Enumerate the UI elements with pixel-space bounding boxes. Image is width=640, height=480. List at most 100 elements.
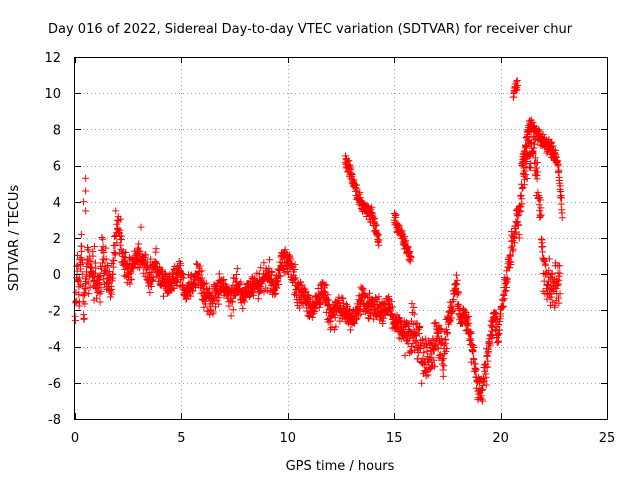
data-point	[375, 236, 383, 244]
x-tick-label: 10	[280, 431, 297, 446]
data-point	[134, 251, 142, 259]
data-point	[137, 223, 145, 231]
y-tick-label: -6	[48, 377, 61, 392]
data-point	[554, 282, 562, 290]
data-point	[146, 288, 154, 296]
data-point	[483, 352, 491, 360]
data-point	[484, 345, 492, 353]
data-point	[192, 260, 200, 268]
data-point	[305, 295, 313, 303]
data-point	[406, 347, 414, 355]
data-point	[338, 294, 346, 302]
data-point	[552, 285, 560, 293]
data-point	[160, 292, 168, 300]
data-point	[537, 211, 545, 219]
x-axis-label: GPS time / hours	[286, 459, 395, 474]
data-point	[152, 259, 160, 267]
data-point	[465, 319, 473, 327]
data-point	[449, 305, 457, 313]
data-point	[99, 275, 107, 283]
data-point	[368, 203, 376, 211]
y-tick-label: -8	[48, 413, 61, 428]
data-point	[75, 290, 83, 298]
data-point	[443, 329, 451, 337]
data-point	[435, 352, 443, 360]
data-point	[436, 326, 444, 334]
data-point	[541, 257, 549, 265]
data-point	[440, 362, 448, 370]
data-point	[408, 308, 416, 316]
data-point	[77, 230, 85, 238]
data-point	[84, 246, 92, 254]
data-point	[405, 335, 413, 343]
data-point	[103, 263, 111, 271]
data-point	[228, 298, 236, 306]
data-point	[200, 303, 208, 311]
data-point	[417, 336, 425, 344]
data-point	[104, 262, 112, 270]
data-point	[159, 279, 167, 287]
data-point	[531, 154, 539, 162]
data-point	[78, 242, 86, 250]
data-point	[410, 303, 418, 311]
data-point	[518, 200, 526, 208]
data-point	[555, 166, 563, 174]
data-point	[513, 86, 521, 94]
data-point	[276, 266, 284, 274]
data-point	[529, 150, 537, 158]
data-point	[482, 373, 490, 381]
data-point	[518, 185, 526, 193]
y-tick-label: 4	[53, 196, 61, 211]
data-point	[530, 140, 538, 148]
data-point	[198, 267, 206, 275]
data-point	[532, 164, 540, 172]
data-point	[92, 264, 100, 272]
data-point	[470, 343, 478, 351]
data-point	[227, 312, 235, 320]
data-point	[547, 293, 555, 301]
data-point	[201, 280, 209, 288]
data-point	[109, 263, 117, 271]
data-point	[429, 336, 437, 344]
data-point	[239, 305, 247, 313]
data-point	[80, 291, 88, 299]
data-point	[80, 314, 88, 322]
data-point	[196, 262, 204, 270]
data-point	[202, 279, 210, 287]
data-point	[516, 208, 524, 216]
data-point	[332, 323, 340, 331]
data-point	[513, 82, 521, 90]
data-point	[434, 345, 442, 353]
data-point	[135, 240, 143, 248]
data-point	[539, 243, 547, 251]
data-point	[407, 317, 415, 325]
data-point	[215, 300, 223, 308]
data-point	[523, 175, 531, 183]
data-point	[147, 255, 155, 263]
data-point	[140, 269, 148, 277]
y-tick-label: -4	[48, 341, 61, 356]
data-point	[110, 257, 118, 265]
data-point	[453, 291, 461, 299]
data-point	[443, 345, 451, 353]
data-point	[548, 138, 556, 146]
data-point	[339, 295, 347, 303]
data-point	[272, 290, 280, 298]
data-point	[275, 280, 283, 288]
data-point	[493, 339, 501, 347]
data-point	[517, 207, 525, 215]
data-point	[142, 251, 150, 259]
data-point	[534, 168, 542, 176]
data-point	[542, 261, 550, 269]
data-point	[180, 274, 188, 282]
data-point	[484, 357, 492, 365]
data-point	[249, 291, 257, 299]
data-point	[430, 346, 438, 354]
data-point	[87, 257, 95, 265]
data-point	[116, 226, 124, 234]
data-point	[286, 253, 294, 261]
data-point	[465, 312, 473, 320]
data-point	[93, 294, 101, 302]
data-point	[147, 269, 155, 277]
data-point	[237, 278, 245, 286]
